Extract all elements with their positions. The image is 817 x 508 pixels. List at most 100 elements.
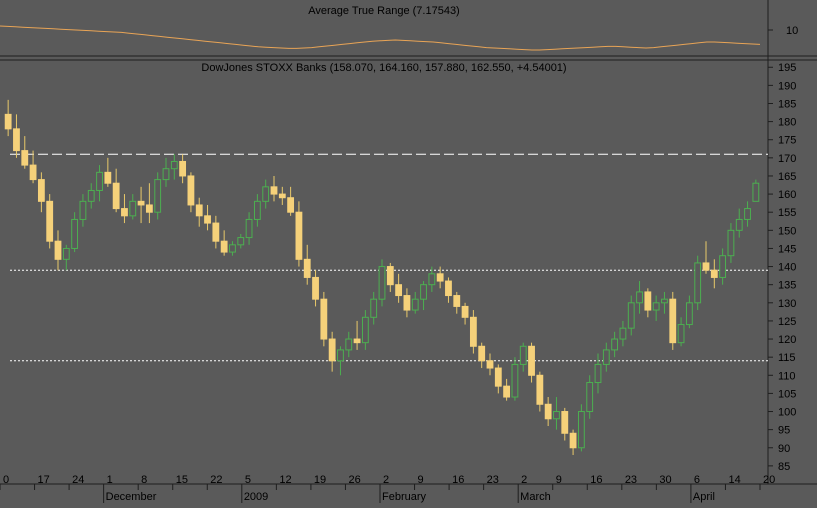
candle-body <box>337 349 344 362</box>
x-tick-label: 26 <box>348 474 360 486</box>
candle-body <box>361 316 369 344</box>
price-tick-label: 195 <box>778 62 796 74</box>
candle-body <box>112 182 120 210</box>
candle-body <box>453 295 461 307</box>
x-tick-label: 2 <box>521 474 527 486</box>
x-tick-label: 14 <box>728 474 740 486</box>
candle-body <box>661 298 668 304</box>
candle-body <box>644 291 652 311</box>
price-tick-label: 150 <box>778 225 796 237</box>
candle-body <box>295 211 303 260</box>
candle-body <box>577 411 585 449</box>
price-tick-label: 95 <box>778 425 790 437</box>
candle-body <box>145 204 153 213</box>
candle-body <box>494 367 502 387</box>
price-tick-label: 165 <box>778 171 796 183</box>
price-tick-label: 155 <box>778 207 796 219</box>
price-tick-label: 180 <box>778 117 796 129</box>
price-title: DowJones STOXX Banks (158.070, 164.160, … <box>201 62 566 74</box>
candle-body <box>104 171 112 184</box>
price-tick-label: 120 <box>778 334 796 346</box>
candle-body <box>420 284 427 300</box>
price-tick-label: 190 <box>778 80 796 92</box>
atr-y-axis: 10 <box>768 25 798 37</box>
x-tick-label: 1 <box>107 474 113 486</box>
candle-body <box>345 338 353 351</box>
x-tick-label: 8 <box>141 474 147 486</box>
candle-body <box>611 338 619 351</box>
price-tick-label: 175 <box>778 135 796 147</box>
candle-body <box>87 189 95 202</box>
price-tick-label: 135 <box>778 280 796 292</box>
candle-body <box>162 168 170 181</box>
candle-body <box>478 345 486 362</box>
month-label: March <box>520 491 551 503</box>
candle-body <box>744 208 751 220</box>
price-tick-label: 130 <box>778 298 796 310</box>
candle-body <box>262 186 270 202</box>
x-tick-label: 9 <box>556 474 562 486</box>
x-tick-label: 19 <box>314 474 326 486</box>
candle-body <box>195 204 203 217</box>
month-label: February <box>382 491 427 503</box>
candle-body <box>602 349 610 365</box>
candle-body <box>79 200 87 220</box>
candle-body <box>270 186 278 195</box>
candle-body <box>378 266 386 300</box>
candle-body <box>403 295 411 311</box>
candle-body <box>96 171 103 191</box>
candle-body <box>278 193 286 199</box>
atr-line <box>0 25 761 51</box>
price-tick-label: 85 <box>778 461 790 473</box>
candle-body <box>710 269 718 278</box>
price-tick-label: 105 <box>778 388 796 400</box>
candle-body <box>237 237 245 246</box>
price-tick-label: 110 <box>778 370 796 382</box>
x-tick-label: 24 <box>72 474 84 486</box>
candle-body <box>129 200 137 217</box>
candle-body <box>702 262 710 271</box>
candle-body <box>187 175 195 206</box>
candle-body <box>561 411 569 434</box>
x-tick-label: 5 <box>245 474 251 486</box>
candle-body <box>29 164 37 181</box>
x-tick-label: 9 <box>418 474 424 486</box>
month-label: 2009 <box>244 491 268 503</box>
x-tick-label: 23 <box>487 474 499 486</box>
candle-body <box>553 411 560 420</box>
candle-body <box>544 403 552 420</box>
x-tick-label: 12 <box>279 474 291 486</box>
candle-body <box>13 128 20 152</box>
candle-body <box>137 200 145 206</box>
month-label: December <box>106 491 157 503</box>
candle-body <box>46 200 54 242</box>
reference-lines <box>10 153 768 362</box>
candle-body <box>320 298 328 340</box>
candle-body <box>569 432 577 449</box>
x-tick-label: 22 <box>210 474 222 486</box>
x-tick-label: 15 <box>176 474 188 486</box>
candle-body <box>445 280 452 297</box>
price-y-axis: 85 90 95 100 105 110 115 120 125 130 135 140 145 150 1… <box>768 62 796 473</box>
candle-body <box>719 255 727 278</box>
candle-body <box>212 222 220 242</box>
x-tick-label: 6 <box>694 474 700 486</box>
candle-body <box>727 229 735 257</box>
candle-body <box>669 298 677 344</box>
candle-body <box>411 298 419 311</box>
candle-body <box>370 298 378 318</box>
candle-body <box>154 179 162 213</box>
price-tick-label: 145 <box>778 243 796 255</box>
x-tick-label: 2 <box>383 474 389 486</box>
candle-body <box>204 215 211 224</box>
candle-body <box>428 273 436 286</box>
candle-body <box>486 360 494 369</box>
candle-body <box>436 273 444 282</box>
x-tick-label: 16 <box>590 474 602 486</box>
candle-body <box>752 182 760 202</box>
price-tick-label: 90 <box>778 443 790 455</box>
candle-body <box>220 240 228 253</box>
price-tick-label: 170 <box>778 153 796 165</box>
